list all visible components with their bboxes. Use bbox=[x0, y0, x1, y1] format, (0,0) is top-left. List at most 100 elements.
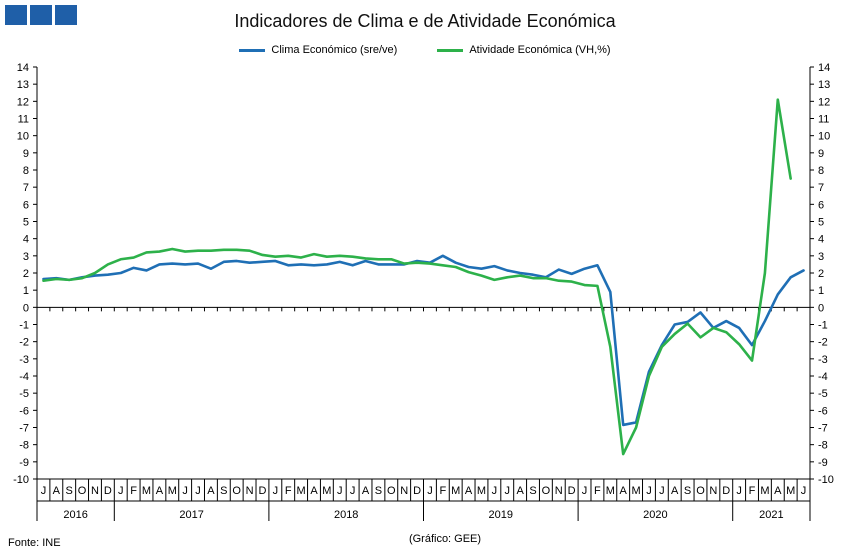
x-tick-label: S bbox=[684, 485, 691, 497]
year-label: 2020 bbox=[643, 509, 667, 521]
chart-legend: Clima Económico (sre/ve) Atividade Econó… bbox=[0, 44, 850, 56]
y-tick-label-right: -9 bbox=[818, 457, 828, 469]
x-tick-label: M bbox=[168, 485, 177, 497]
x-tick-label: F bbox=[594, 485, 601, 497]
y-tick-label-left: 1 bbox=[23, 285, 29, 297]
y-tick-label-right: 8 bbox=[818, 165, 824, 177]
y-tick-label-left: -10 bbox=[13, 474, 29, 486]
x-tick-label: A bbox=[516, 485, 524, 497]
logo-block bbox=[55, 5, 77, 25]
y-tick-label-left: 14 bbox=[17, 62, 29, 74]
year-label: 2017 bbox=[179, 509, 203, 521]
legend-item-clima: Clima Económico (sre/ve) bbox=[239, 44, 397, 56]
y-tick-label-right: -8 bbox=[818, 440, 828, 452]
x-tick-label: D bbox=[258, 485, 266, 497]
y-tick-label-left: 10 bbox=[17, 131, 29, 143]
legend-label-clima: Clima Económico (sre/ve) bbox=[271, 44, 398, 56]
x-tick-label: N bbox=[709, 485, 717, 497]
year-label: 2021 bbox=[759, 509, 783, 521]
y-tick-label-right: 12 bbox=[818, 96, 830, 108]
y-tick-label-right: -2 bbox=[818, 337, 828, 349]
y-tick-label-right: -1 bbox=[818, 320, 828, 332]
x-tick-label: J bbox=[582, 485, 588, 497]
y-tick-label-left: -1 bbox=[19, 320, 29, 332]
x-tick-label: M bbox=[322, 485, 331, 497]
x-tick-label: N bbox=[555, 485, 563, 497]
x-tick-label: A bbox=[156, 485, 164, 497]
x-tick-label: J bbox=[492, 485, 498, 497]
x-tick-label: J bbox=[801, 485, 807, 497]
y-tick-label-right: 10 bbox=[818, 131, 830, 143]
x-tick-label: M bbox=[451, 485, 460, 497]
x-tick-label: M bbox=[786, 485, 795, 497]
y-tick-label-left: 13 bbox=[17, 79, 29, 91]
y-tick-label-right: 7 bbox=[818, 182, 824, 194]
y-tick-label-left: -9 bbox=[19, 457, 29, 469]
x-tick-label: D bbox=[104, 485, 112, 497]
series-line-clima bbox=[42, 254, 805, 427]
y-tick-label-left: -4 bbox=[19, 371, 29, 383]
y-tick-label-left: -3 bbox=[19, 354, 29, 366]
source-note: Fonte: INE bbox=[8, 537, 61, 549]
x-tick-label: J bbox=[504, 485, 510, 497]
y-tick-label-left: 7 bbox=[23, 182, 29, 194]
y-tick-label-right: 13 bbox=[818, 79, 830, 91]
x-tick-label: F bbox=[749, 485, 756, 497]
x-tick-label: O bbox=[78, 485, 87, 497]
x-tick-label: M bbox=[606, 485, 615, 497]
x-tick-label: A bbox=[774, 485, 782, 497]
y-tick-label-right: 0 bbox=[818, 302, 824, 314]
x-tick-label: A bbox=[362, 485, 370, 497]
legend-label-atividade: Atividade Económica (VH,%) bbox=[469, 44, 611, 56]
y-tick-label-left: -6 bbox=[19, 405, 29, 417]
x-tick-label: D bbox=[568, 485, 576, 497]
x-tick-label: J bbox=[118, 485, 124, 497]
x-tick-label: M bbox=[477, 485, 486, 497]
y-tick-label-right: 5 bbox=[818, 217, 824, 229]
x-tick-label: O bbox=[387, 485, 396, 497]
x-tick-label: J bbox=[350, 485, 356, 497]
x-tick-label: A bbox=[465, 485, 473, 497]
y-tick-label-left: 0 bbox=[23, 302, 29, 314]
x-tick-label: D bbox=[413, 485, 421, 497]
y-tick-label-right: 3 bbox=[818, 251, 824, 263]
x-tick-label: N bbox=[246, 485, 254, 497]
x-tick-label: J bbox=[736, 485, 742, 497]
x-tick-label: J bbox=[273, 485, 279, 497]
logo-block bbox=[5, 5, 27, 25]
x-tick-label: A bbox=[671, 485, 679, 497]
x-tick-label: N bbox=[91, 485, 99, 497]
x-tick-label: O bbox=[542, 485, 551, 497]
x-tick-label: J bbox=[195, 485, 201, 497]
x-tick-label: F bbox=[130, 485, 137, 497]
legend-swatch-atividade bbox=[437, 48, 464, 52]
x-tick-label: O bbox=[232, 485, 241, 497]
y-tick-label-right: 11 bbox=[818, 114, 829, 126]
y-tick-label-right: -10 bbox=[818, 474, 834, 486]
y-tick-label-left: 2 bbox=[23, 268, 29, 280]
y-tick-label-left: 11 bbox=[18, 114, 29, 126]
legend-swatch-clima bbox=[239, 48, 266, 52]
x-tick-label: J bbox=[659, 485, 665, 497]
x-tick-label: M bbox=[297, 485, 306, 497]
y-tick-label-right: -5 bbox=[818, 388, 828, 400]
y-tick-label-right: 6 bbox=[818, 199, 824, 211]
series-line-atividade bbox=[42, 98, 792, 456]
x-tick-label: J bbox=[646, 485, 652, 497]
legend-item-atividade: Atividade Económica (VH,%) bbox=[437, 44, 611, 56]
x-tick-label: J bbox=[337, 485, 343, 497]
x-tick-label: N bbox=[400, 485, 408, 497]
y-tick-label-left: 3 bbox=[23, 251, 29, 263]
x-tick-label: F bbox=[285, 485, 292, 497]
y-tick-label-right: -6 bbox=[818, 405, 828, 417]
y-tick-label-left: 9 bbox=[23, 148, 29, 160]
y-tick-label-left: -5 bbox=[19, 388, 29, 400]
y-tick-label-right: 9 bbox=[818, 148, 824, 160]
y-tick-label-left: 6 bbox=[23, 199, 29, 211]
y-tick-label-left: 5 bbox=[23, 217, 29, 229]
y-tick-label-left: -2 bbox=[19, 337, 29, 349]
logo-block bbox=[30, 5, 52, 25]
x-tick-label: M bbox=[142, 485, 151, 497]
y-tick-label-left: 8 bbox=[23, 165, 29, 177]
